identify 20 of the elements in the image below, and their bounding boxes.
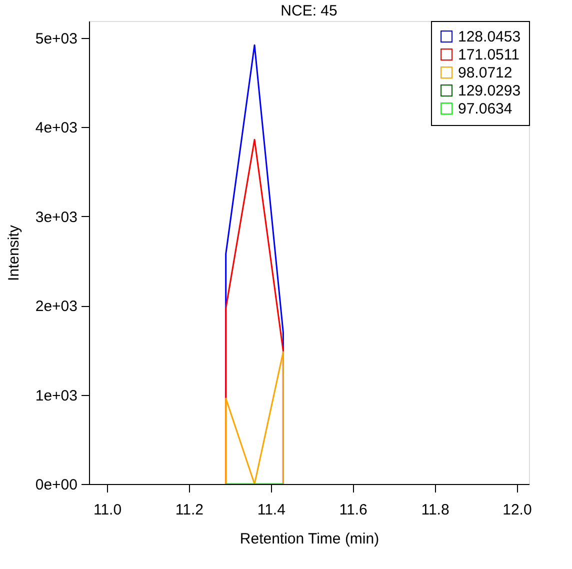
x-tick-label: 11.2 (175, 502, 204, 518)
legend-label: 129.0293 (458, 82, 521, 100)
x-axis-title: Retention Time (min) (240, 530, 380, 548)
y-tick-label: 0e+00 (35, 476, 78, 494)
y-tick-label: 5e+03 (35, 30, 78, 48)
y-tick-label: 3e+03 (35, 208, 78, 226)
x-tick-label: 11.4 (257, 502, 286, 518)
chart-title: NCE: 45 (280, 2, 338, 20)
x-tick-label: 12.0 (502, 502, 532, 518)
y-tick-label: 4e+03 (35, 120, 78, 137)
x-tick-label: 11.0 (93, 502, 122, 518)
legend-label: 128.0453 (458, 28, 521, 46)
legend-label: 171.0511 (458, 46, 520, 64)
x-tick-label: 11.6 (339, 502, 368, 518)
y-axis-title: Intensity (5, 224, 22, 281)
legend-label: 97.0634 (458, 100, 512, 118)
legend-label: 98.0712 (458, 64, 512, 82)
y-tick-label: 1e+03 (35, 387, 78, 404)
y-tick-label: 2e+03 (35, 298, 78, 316)
x-tick-label: 11.8 (421, 502, 450, 518)
